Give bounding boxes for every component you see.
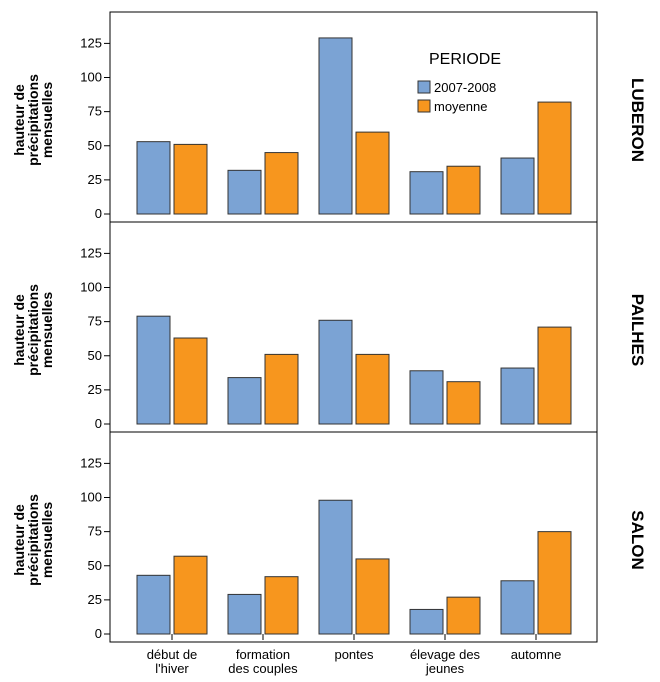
x-tick-label: automne xyxy=(511,647,562,662)
bar xyxy=(500,157,535,215)
bar xyxy=(173,143,208,215)
y-tick-label: 125 xyxy=(80,35,102,50)
y-tick-label: 25 xyxy=(88,382,102,397)
x-tick-label: pontes xyxy=(334,647,374,662)
y-axis-label: mensuelles xyxy=(39,502,55,578)
legend-title: PERIODE xyxy=(429,51,501,68)
panel-label: SALON xyxy=(628,510,647,570)
bar xyxy=(318,37,353,215)
y-axis-label: précipitations xyxy=(25,74,41,166)
bar xyxy=(446,381,481,425)
bar xyxy=(500,367,535,425)
y-tick-label: 50 xyxy=(88,348,102,363)
y-tick-label: 75 xyxy=(88,314,102,329)
y-axis-label: mensuelles xyxy=(39,82,55,158)
bar xyxy=(227,377,262,425)
y-axis-label: hauteur de xyxy=(11,504,27,576)
bar xyxy=(227,593,262,635)
bar xyxy=(537,101,572,215)
y-tick-label: 100 xyxy=(80,280,102,295)
y-tick-label: 0 xyxy=(95,416,102,431)
y-tick-label: 75 xyxy=(88,524,102,539)
bar xyxy=(136,141,171,215)
bar xyxy=(264,576,299,635)
bar xyxy=(537,326,572,425)
y-tick-label: 50 xyxy=(88,558,102,573)
legend-label: 2007-2008 xyxy=(434,80,496,95)
legend-label: moyenne xyxy=(434,99,487,114)
y-tick-label: 25 xyxy=(88,172,102,187)
bar xyxy=(318,499,353,635)
x-tick-label: formation xyxy=(236,647,290,662)
bar xyxy=(446,596,481,635)
legend-swatch xyxy=(417,99,431,113)
bar xyxy=(500,580,535,635)
bar xyxy=(227,169,262,215)
y-tick-label: 25 xyxy=(88,592,102,607)
bar xyxy=(355,131,390,215)
y-tick-label: 0 xyxy=(95,206,102,221)
bar xyxy=(537,531,572,635)
y-axis-label: précipitations xyxy=(25,284,41,376)
panel-frame xyxy=(109,431,598,643)
y-tick-label: 125 xyxy=(80,245,102,260)
bar xyxy=(409,608,444,635)
bar xyxy=(446,165,481,215)
panel-label: PAILHES xyxy=(628,294,647,366)
panel-label: LUBERON xyxy=(628,78,647,162)
x-tick-label: début de xyxy=(147,647,198,662)
bar xyxy=(355,558,390,635)
y-tick-label: 50 xyxy=(88,138,102,153)
x-tick-label: jeunes xyxy=(425,661,465,676)
x-tick-label: des couples xyxy=(228,661,298,676)
bar xyxy=(136,574,171,635)
y-tick-label: 0 xyxy=(95,626,102,641)
bar xyxy=(264,353,299,425)
bar xyxy=(318,319,353,425)
x-tick-label: élevage des xyxy=(410,647,481,662)
bar xyxy=(173,555,208,635)
bar xyxy=(409,370,444,425)
y-axis-label: hauteur de xyxy=(11,84,27,156)
bar xyxy=(173,337,208,425)
bar xyxy=(355,353,390,425)
y-tick-label: 75 xyxy=(88,104,102,119)
bar xyxy=(264,152,299,215)
y-axis-label: hauteur de xyxy=(11,294,27,366)
bar xyxy=(136,315,171,425)
y-tick-label: 100 xyxy=(80,490,102,505)
bar xyxy=(409,171,444,215)
y-tick-label: 100 xyxy=(80,70,102,85)
y-tick-label: 125 xyxy=(80,455,102,470)
y-axis-label: précipitations xyxy=(25,494,41,586)
x-tick-label: l'hiver xyxy=(155,661,189,676)
legend-swatch xyxy=(417,80,431,94)
y-axis-label: mensuelles xyxy=(39,292,55,368)
